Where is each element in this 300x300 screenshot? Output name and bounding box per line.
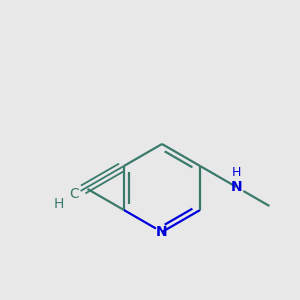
Text: H: H xyxy=(54,196,64,211)
Text: N: N xyxy=(156,225,168,239)
Text: H: H xyxy=(232,167,241,179)
Text: N: N xyxy=(231,180,242,194)
Text: C: C xyxy=(70,188,80,202)
